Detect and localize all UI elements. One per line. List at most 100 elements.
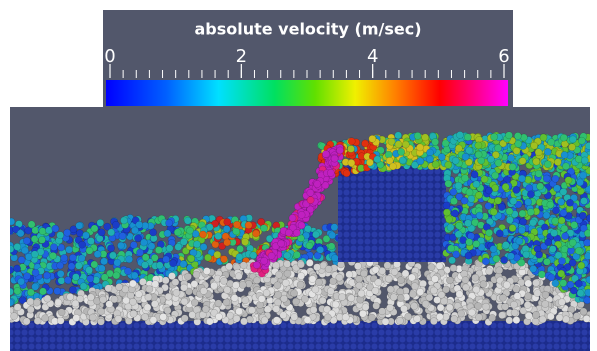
particle <box>14 304 21 311</box>
particle <box>514 132 521 139</box>
particle <box>372 287 379 294</box>
particle <box>506 208 513 215</box>
particle <box>561 246 568 253</box>
particle <box>451 210 458 217</box>
particle <box>568 144 575 151</box>
particle <box>69 254 76 261</box>
particle <box>314 180 321 187</box>
particle <box>426 149 433 156</box>
particle <box>450 188 457 195</box>
particle <box>151 300 158 307</box>
particle <box>124 268 131 275</box>
tick-label: 0 <box>104 46 115 67</box>
particle <box>547 313 554 320</box>
particle <box>235 273 242 280</box>
particle <box>434 296 441 303</box>
particle <box>402 270 409 277</box>
particle <box>223 225 230 232</box>
particle <box>170 260 177 267</box>
particle <box>586 276 593 283</box>
particle <box>482 258 489 265</box>
particle <box>248 307 255 314</box>
particle <box>356 276 363 283</box>
particle <box>456 131 463 138</box>
particle <box>473 286 480 293</box>
particle <box>511 309 518 316</box>
particle <box>18 256 25 263</box>
particle <box>583 315 590 322</box>
particle <box>520 218 527 225</box>
particle <box>451 315 458 322</box>
particle <box>146 286 153 293</box>
particle <box>172 279 179 286</box>
particle <box>362 304 369 311</box>
particle <box>327 169 334 176</box>
particle <box>67 293 74 300</box>
particle <box>150 316 157 323</box>
particle <box>390 294 397 301</box>
particle <box>387 286 394 293</box>
particle <box>58 309 65 316</box>
particle <box>492 172 499 179</box>
particle <box>432 138 439 145</box>
particle <box>464 134 471 141</box>
particle <box>242 238 249 245</box>
particle <box>339 294 346 301</box>
particle <box>97 219 104 226</box>
particle <box>120 217 127 224</box>
particle <box>475 192 482 199</box>
particle <box>558 258 565 265</box>
particle <box>447 224 454 231</box>
particle <box>253 277 260 284</box>
particle <box>579 212 586 219</box>
particle <box>485 202 492 209</box>
particle <box>282 279 289 286</box>
particle <box>408 274 415 281</box>
particle <box>224 286 231 293</box>
particle <box>23 318 30 325</box>
particle <box>284 252 291 259</box>
particle <box>144 304 151 311</box>
particle <box>461 197 468 204</box>
particle <box>585 289 592 296</box>
particle <box>536 251 543 258</box>
particle <box>373 302 380 309</box>
particle <box>261 317 268 324</box>
particle <box>548 139 555 146</box>
particle <box>545 239 552 246</box>
particle <box>552 217 559 224</box>
particle <box>473 181 480 188</box>
particle <box>140 239 147 246</box>
particle <box>443 202 450 209</box>
particle <box>552 175 559 182</box>
particle <box>200 287 207 294</box>
particle <box>468 309 475 316</box>
particle <box>275 271 282 278</box>
particle <box>28 221 35 228</box>
particle <box>312 231 319 238</box>
particle <box>553 185 560 192</box>
particle <box>18 278 25 285</box>
particle <box>480 281 487 288</box>
particle <box>215 300 222 307</box>
particle <box>156 262 163 269</box>
particle <box>560 188 567 195</box>
particle <box>436 262 443 269</box>
particle <box>325 266 332 273</box>
particle <box>57 317 64 324</box>
particle <box>561 225 568 232</box>
particle <box>175 243 182 250</box>
particle <box>543 175 550 182</box>
particle <box>466 189 473 196</box>
particle <box>414 315 421 322</box>
particle <box>7 299 14 306</box>
particle <box>372 266 379 273</box>
particle <box>233 315 240 322</box>
particle <box>261 257 268 264</box>
particle <box>112 221 119 228</box>
particle <box>490 245 497 252</box>
particle <box>33 299 40 306</box>
particle <box>549 246 556 253</box>
particle <box>533 158 540 165</box>
particle <box>336 274 343 281</box>
